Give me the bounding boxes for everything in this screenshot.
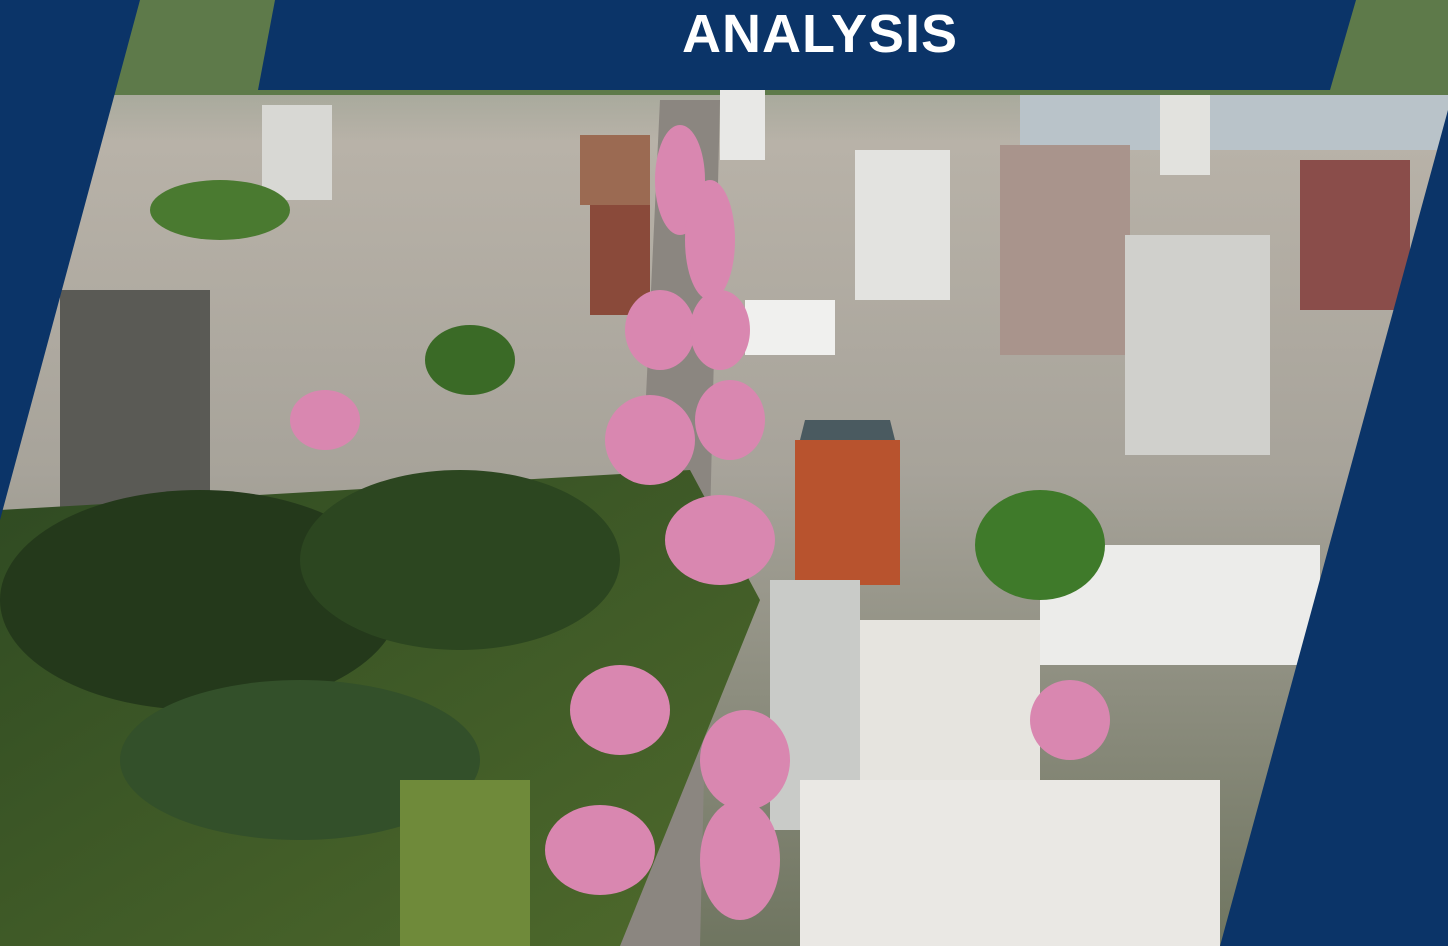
page: ANALYSIS (() => { const data = JSON.pars… [0,0,1448,946]
city-photo [0,0,1448,946]
title: ANALYSIS [682,4,958,64]
slide: ANALYSIS [0,0,1448,946]
